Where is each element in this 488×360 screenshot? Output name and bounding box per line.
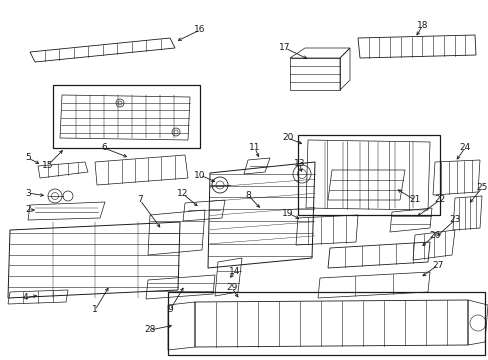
Text: 9: 9 xyxy=(167,306,173,315)
Text: 3: 3 xyxy=(25,189,31,198)
Text: 6: 6 xyxy=(101,144,107,153)
Text: 27: 27 xyxy=(431,261,443,270)
Text: 19: 19 xyxy=(282,208,293,217)
Text: 23: 23 xyxy=(448,216,460,225)
Text: 1: 1 xyxy=(92,306,98,315)
Text: 18: 18 xyxy=(416,21,428,30)
Text: 25: 25 xyxy=(475,184,487,193)
Bar xyxy=(168,292,484,355)
Text: 29: 29 xyxy=(226,284,237,292)
Text: 16: 16 xyxy=(194,26,205,35)
Bar xyxy=(53,85,200,148)
Text: 12: 12 xyxy=(177,189,188,198)
Text: 15: 15 xyxy=(42,161,54,170)
Text: 10: 10 xyxy=(194,171,205,180)
Text: 11: 11 xyxy=(249,144,260,153)
Bar xyxy=(297,135,439,215)
Text: 14: 14 xyxy=(229,267,240,276)
Text: 22: 22 xyxy=(433,195,445,204)
Text: 24: 24 xyxy=(458,144,469,153)
Text: 13: 13 xyxy=(294,158,305,167)
Text: 2: 2 xyxy=(25,206,31,215)
Text: 28: 28 xyxy=(144,325,155,334)
Text: 8: 8 xyxy=(244,190,250,199)
Text: 26: 26 xyxy=(428,230,440,239)
Text: 21: 21 xyxy=(408,195,420,204)
Text: 4: 4 xyxy=(22,293,28,302)
Text: 17: 17 xyxy=(279,44,290,53)
Text: 20: 20 xyxy=(282,134,293,143)
Text: 7: 7 xyxy=(137,195,142,204)
Text: 5: 5 xyxy=(25,153,31,162)
